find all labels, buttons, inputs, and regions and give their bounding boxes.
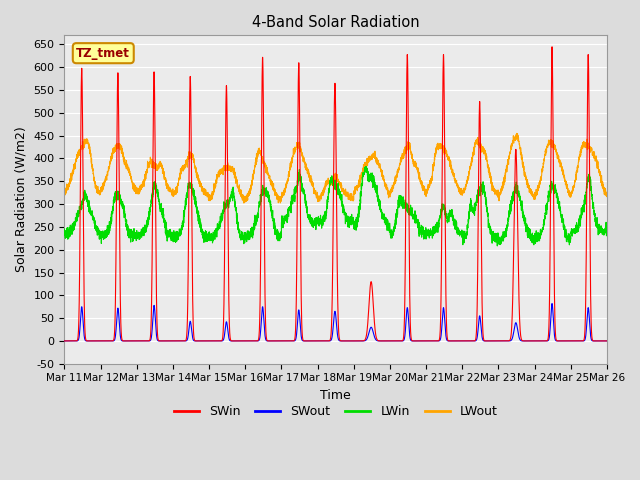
Title: 4-Band Solar Radiation: 4-Band Solar Radiation <box>252 15 419 30</box>
Legend: SWin, SWout, LWin, LWout: SWin, SWout, LWin, LWout <box>169 400 502 423</box>
X-axis label: Time: Time <box>320 389 351 402</box>
Y-axis label: Solar Radiation (W/m2): Solar Radiation (W/m2) <box>15 127 28 273</box>
Text: TZ_tmet: TZ_tmet <box>76 47 130 60</box>
